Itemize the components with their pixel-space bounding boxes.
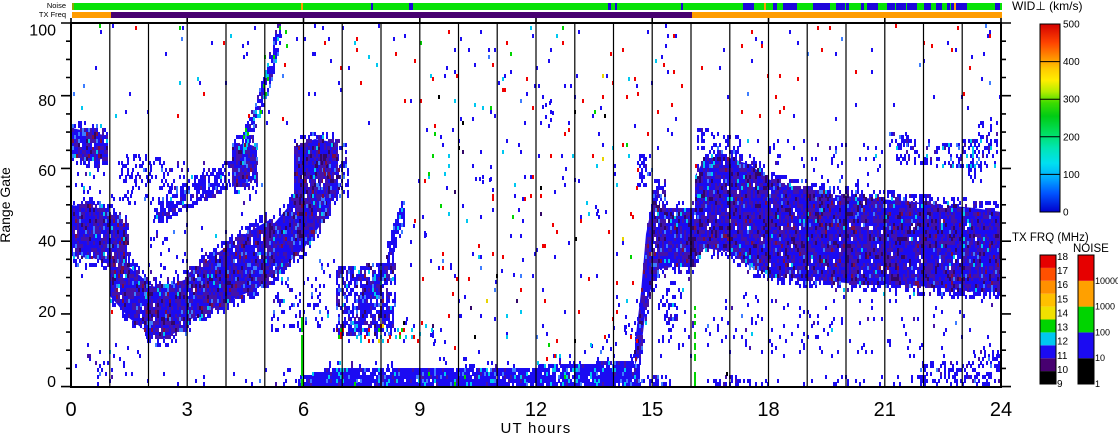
svg-text:TX FRQ (MHz): TX FRQ (MHz) — [1012, 232, 1089, 244]
svg-text:0: 0 — [1063, 208, 1069, 219]
svg-text:3: 3 — [182, 399, 193, 421]
svg-text:UT hours: UT hours — [500, 420, 571, 435]
svg-text:14: 14 — [1057, 308, 1069, 319]
svg-text:1: 1 — [1095, 379, 1100, 389]
svg-text:40: 40 — [38, 234, 56, 251]
svg-text:60: 60 — [38, 163, 56, 180]
svg-text:9: 9 — [414, 399, 425, 421]
svg-text:Range Gate: Range Gate — [0, 167, 13, 243]
svg-text:500: 500 — [1063, 20, 1080, 31]
svg-text:11: 11 — [1057, 351, 1068, 362]
svg-text:10: 10 — [1057, 365, 1069, 376]
svg-text:0: 0 — [65, 399, 76, 421]
svg-text:100: 100 — [29, 23, 56, 40]
svg-text:80: 80 — [38, 93, 56, 110]
svg-text:200: 200 — [1063, 132, 1080, 143]
svg-text:100: 100 — [1063, 170, 1080, 181]
svg-text:15: 15 — [1057, 294, 1069, 305]
svg-text:16: 16 — [1057, 280, 1069, 291]
svg-text:21: 21 — [874, 399, 896, 421]
svg-text:TX Freq: TX Freq — [39, 10, 66, 19]
svg-text:400: 400 — [1063, 57, 1080, 68]
svg-text:WID⊥ (km/s): WID⊥ (km/s) — [1012, 0, 1082, 13]
svg-text:9: 9 — [1057, 379, 1063, 390]
svg-text:300: 300 — [1063, 95, 1080, 106]
svg-text:24: 24 — [990, 399, 1012, 421]
svg-text:10: 10 — [1095, 353, 1105, 363]
svg-text:NOISE: NOISE — [1073, 243, 1109, 255]
svg-text:100: 100 — [1095, 327, 1110, 337]
svg-text:6: 6 — [298, 399, 309, 421]
svg-text:17: 17 — [1057, 266, 1069, 277]
svg-text:Noise: Noise — [47, 1, 66, 10]
svg-text:1000: 1000 — [1095, 302, 1115, 312]
svg-text:18: 18 — [757, 399, 779, 421]
svg-text:10000: 10000 — [1095, 276, 1118, 286]
svg-text:20: 20 — [38, 304, 56, 321]
svg-text:13: 13 — [1057, 323, 1069, 334]
svg-text:12: 12 — [1057, 337, 1069, 348]
svg-text:0: 0 — [47, 374, 56, 391]
svg-text:18: 18 — [1057, 252, 1069, 263]
svg-text:15: 15 — [641, 399, 663, 421]
svg-text:12: 12 — [525, 399, 547, 421]
